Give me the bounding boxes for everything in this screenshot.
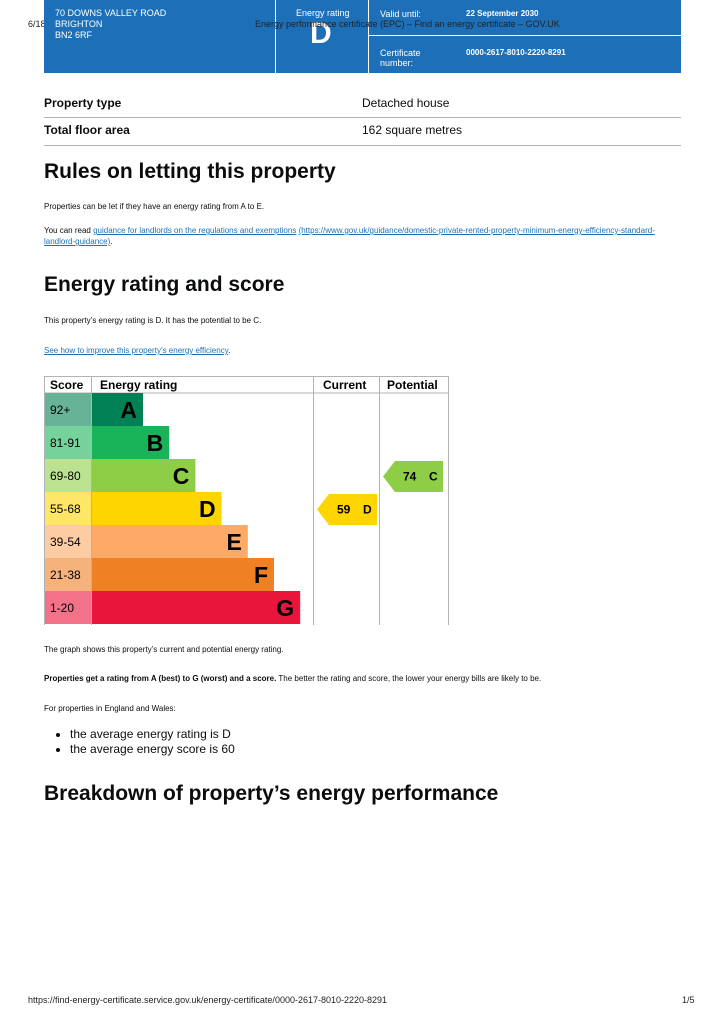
text: .: [228, 346, 231, 355]
bullet-list: the average energy rating is D the avera…: [44, 727, 235, 757]
band-bar: [92, 492, 222, 525]
score-range: 21-38: [50, 568, 81, 582]
rating-chart: Score Energy rating Current Potential 92+ A 81…: [44, 376, 449, 625]
text: .: [110, 237, 113, 246]
potential-score: 74: [403, 470, 417, 484]
score-cell: [45, 426, 91, 459]
band-letter: G: [276, 595, 294, 621]
link-url[interactable]: (https://www.gov.uk/guidance/domestic-pr…: [44, 226, 655, 246]
current-arrow: [317, 494, 377, 525]
banner: 70 DOWNS VALLEY ROAD BRIGHTON BN2 6RF En…: [44, 0, 681, 73]
band-bar: [92, 558, 274, 591]
paragraph: See how to improve this property’s energ…: [44, 346, 230, 355]
score-range: 92+: [50, 403, 70, 417]
bold-text: Properties get a rating from A (best) to…: [44, 674, 277, 683]
band-letter: C: [173, 463, 190, 489]
potential-arrow: [383, 461, 443, 492]
band-bar: [92, 426, 170, 459]
footer-url: https://find-energy-certificate.service.…: [28, 995, 388, 1005]
summary-key: Total floor area: [44, 123, 130, 137]
paragraph: The graph shows this property’s current …: [44, 645, 284, 654]
score-range: 1-20: [50, 601, 74, 615]
band-letter: A: [120, 397, 137, 423]
heading: Energy rating and score: [44, 273, 285, 296]
rating-label: Energy rating: [296, 8, 350, 18]
rule: [44, 117, 681, 118]
score-cell: [45, 591, 91, 624]
score-range: 55-68: [50, 502, 81, 516]
link[interactable]: guidance for landlords on the regulation…: [93, 226, 297, 235]
band-letter: F: [254, 562, 268, 588]
valid-date: 22 September 2030: [466, 9, 539, 18]
cert-label: Certificate number:: [380, 48, 421, 68]
heading: Breakdown of property’s energy performan…: [44, 782, 499, 805]
score-range: 39-54: [50, 535, 81, 549]
summary-value: 162 square metres: [362, 123, 463, 137]
current-score: 59: [337, 503, 351, 517]
page-number: 1/5: [682, 995, 695, 1005]
score-range: 69-80: [50, 469, 81, 483]
bullet: the average energy score is 60: [70, 742, 235, 757]
address: 70 DOWNS VALLEY ROAD BRIGHTON BN2 6RF: [55, 8, 166, 41]
band-letter: E: [226, 529, 241, 555]
rule: [44, 145, 681, 146]
paragraph: Properties get a rating from A (best) to…: [44, 674, 541, 683]
address-line: 70 DOWNS VALLEY ROAD: [55, 8, 167, 18]
paragraph: For properties in England and Wales:: [44, 704, 176, 713]
divider: [368, 0, 369, 73]
column-header: Potential: [387, 378, 438, 392]
bullet: the average energy rating is D: [70, 727, 235, 742]
address-line: BN2 6RF: [55, 30, 93, 40]
column-header: Energy rating: [100, 378, 177, 392]
potential-letter: C: [429, 470, 438, 484]
summary-key: Property type: [44, 96, 122, 110]
band-bar: [92, 591, 301, 624]
heading: Rules on letting this property: [44, 160, 336, 183]
band-bar: [92, 393, 143, 426]
rating: D: [310, 17, 332, 50]
current-letter: D: [363, 503, 372, 517]
column-header: Score: [50, 378, 84, 392]
paragraph: Properties can be let if they have an en…: [44, 202, 265, 211]
link[interactable]: See how to improve this property’s energ…: [44, 346, 229, 355]
paragraph: This property’s energy rating is D. It h…: [44, 316, 262, 325]
band-bar: [92, 459, 196, 492]
score-cell: [45, 459, 91, 492]
score-range: 81-91: [50, 436, 81, 450]
paragraph: You can read guidance for landlords on t…: [44, 225, 664, 247]
text: You can read: [44, 226, 94, 235]
summary-value: Detached house: [362, 96, 450, 110]
print-title: Energy performance certificate (EPC) – F…: [255, 19, 560, 29]
valid-label: Valid until:: [380, 9, 421, 19]
chart-frame: [44, 376, 449, 625]
address-line: BRIGHTON: [55, 19, 103, 29]
divider: [369, 35, 681, 36]
band-letter: B: [147, 430, 164, 456]
text: The better the rating and score, the low…: [276, 674, 542, 683]
score-cell: [45, 492, 91, 525]
cert-number: 0000-2617-8010-2220-8291: [466, 48, 566, 57]
score-cell: [45, 558, 91, 591]
band-letter: D: [199, 496, 216, 522]
column-header: Current: [323, 378, 366, 392]
score-cell: [45, 393, 91, 426]
score-cell: [45, 525, 91, 558]
divider: [275, 0, 276, 73]
band-bar: [92, 525, 248, 558]
